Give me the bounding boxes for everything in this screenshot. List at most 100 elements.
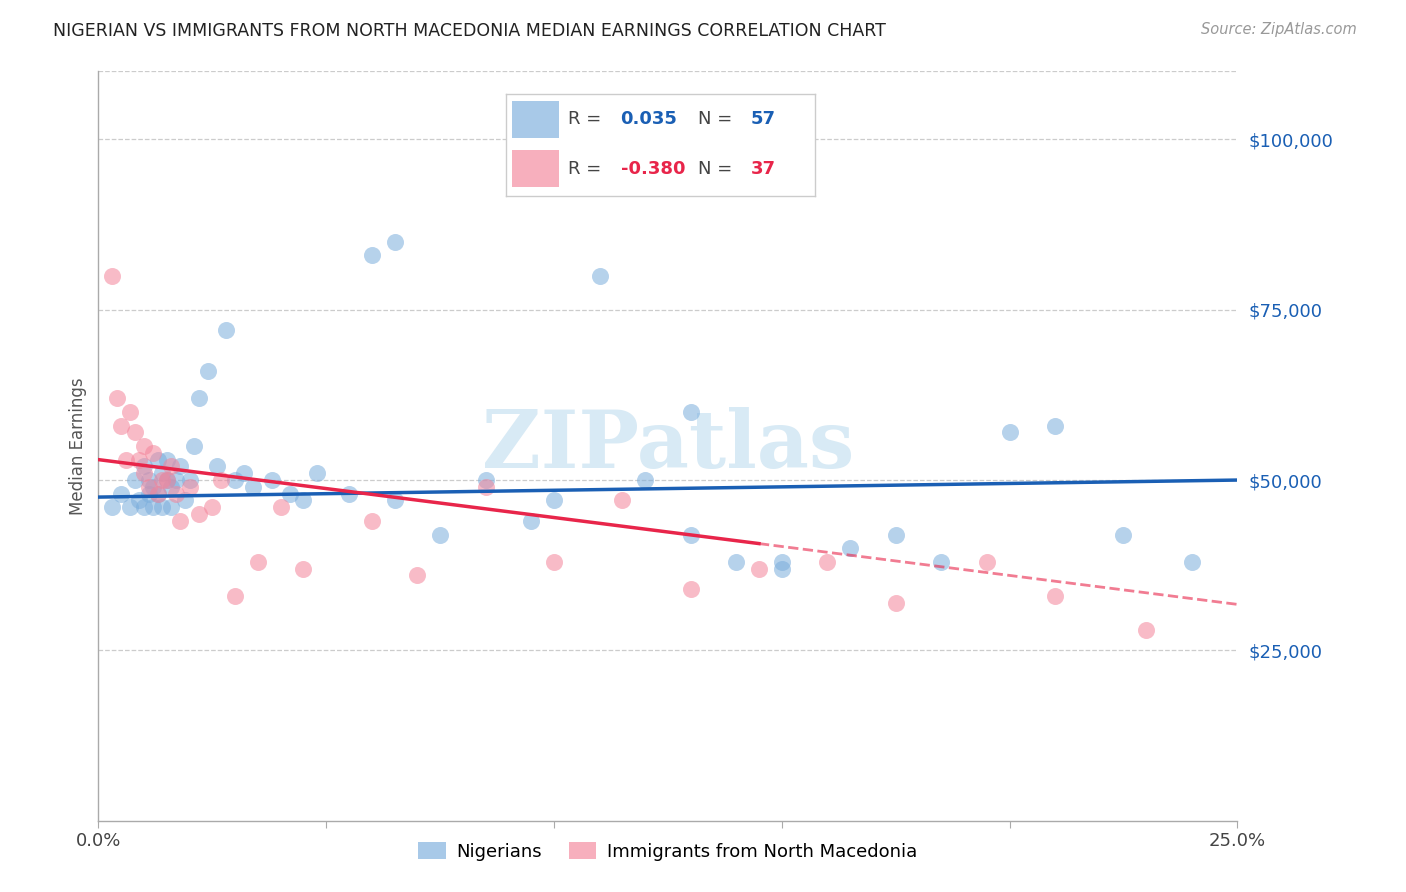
- Point: [1181, 555, 1204, 569]
- Point: [679, 405, 702, 419]
- Point: [101, 268, 124, 283]
- Text: 0.035: 0.035: [620, 111, 678, 128]
- Point: [165, 473, 187, 487]
- Point: [260, 473, 283, 487]
- Point: [128, 452, 150, 467]
- Point: [246, 555, 269, 569]
- Point: [146, 452, 169, 467]
- Point: [156, 452, 179, 467]
- Text: NIGERIAN VS IMMIGRANTS FROM NORTH MACEDONIA MEDIAN EARNINGS CORRELATION CHART: NIGERIAN VS IMMIGRANTS FROM NORTH MACEDO…: [53, 22, 886, 40]
- Point: [1043, 589, 1066, 603]
- Point: [150, 473, 173, 487]
- Point: [124, 425, 146, 440]
- Point: [748, 561, 770, 575]
- Point: [160, 500, 183, 515]
- Text: -0.380: -0.380: [620, 160, 685, 178]
- Point: [976, 555, 998, 569]
- Point: [142, 500, 165, 515]
- Point: [543, 555, 565, 569]
- Text: R =: R =: [568, 160, 607, 178]
- Point: [770, 561, 793, 575]
- Point: [1135, 623, 1157, 637]
- Point: [124, 473, 146, 487]
- Point: [588, 268, 610, 283]
- Text: ZIPatlas: ZIPatlas: [482, 407, 853, 485]
- Point: [770, 555, 793, 569]
- Point: [292, 561, 315, 575]
- Point: [307, 467, 329, 481]
- Point: [839, 541, 862, 556]
- Point: [612, 493, 634, 508]
- Point: [884, 596, 907, 610]
- Point: [179, 480, 201, 494]
- Point: [169, 514, 191, 528]
- Point: [215, 323, 238, 337]
- Point: [138, 473, 160, 487]
- Point: [679, 582, 702, 596]
- Point: [110, 486, 132, 500]
- Point: [146, 486, 169, 500]
- Point: [150, 467, 173, 481]
- Point: [132, 500, 155, 515]
- Point: [150, 500, 173, 515]
- Point: [679, 527, 702, 541]
- Point: [142, 480, 165, 494]
- Point: [429, 527, 451, 541]
- Point: [725, 555, 748, 569]
- Point: [165, 486, 187, 500]
- Text: N =: N =: [697, 160, 738, 178]
- Point: [474, 473, 496, 487]
- Legend: Nigerians, Immigrants from North Macedonia: Nigerians, Immigrants from North Macedon…: [411, 835, 925, 868]
- Point: [929, 555, 952, 569]
- Point: [270, 500, 292, 515]
- Point: [224, 589, 246, 603]
- Y-axis label: Median Earnings: Median Earnings: [69, 377, 87, 515]
- Point: [120, 405, 142, 419]
- Point: [146, 486, 169, 500]
- Point: [233, 467, 256, 481]
- Point: [337, 486, 360, 500]
- Point: [242, 480, 264, 494]
- Point: [384, 235, 406, 249]
- Point: [142, 446, 165, 460]
- Point: [114, 452, 136, 467]
- Point: [187, 392, 209, 406]
- Point: [132, 439, 155, 453]
- Point: [120, 500, 142, 515]
- Point: [156, 473, 179, 487]
- Point: [360, 248, 382, 262]
- Point: [634, 473, 657, 487]
- Point: [128, 493, 150, 508]
- Point: [884, 527, 907, 541]
- Point: [160, 480, 183, 494]
- Point: [292, 493, 315, 508]
- Point: [132, 467, 155, 481]
- Point: [101, 500, 124, 515]
- Point: [998, 425, 1021, 440]
- Point: [187, 507, 209, 521]
- Point: [406, 568, 429, 582]
- Point: [384, 493, 406, 508]
- Point: [183, 439, 205, 453]
- Point: [1112, 527, 1135, 541]
- Text: 57: 57: [751, 111, 776, 128]
- Point: [174, 493, 197, 508]
- Point: [179, 473, 201, 487]
- Point: [110, 418, 132, 433]
- Point: [138, 480, 160, 494]
- FancyBboxPatch shape: [512, 101, 558, 137]
- Point: [1043, 418, 1066, 433]
- Point: [197, 364, 219, 378]
- Point: [160, 459, 183, 474]
- Point: [156, 473, 179, 487]
- Point: [815, 555, 838, 569]
- Point: [474, 480, 496, 494]
- Point: [169, 459, 191, 474]
- Point: [543, 493, 565, 508]
- Point: [138, 486, 160, 500]
- Point: [209, 473, 232, 487]
- FancyBboxPatch shape: [512, 150, 558, 187]
- Point: [360, 514, 382, 528]
- Point: [520, 514, 543, 528]
- Point: [205, 459, 228, 474]
